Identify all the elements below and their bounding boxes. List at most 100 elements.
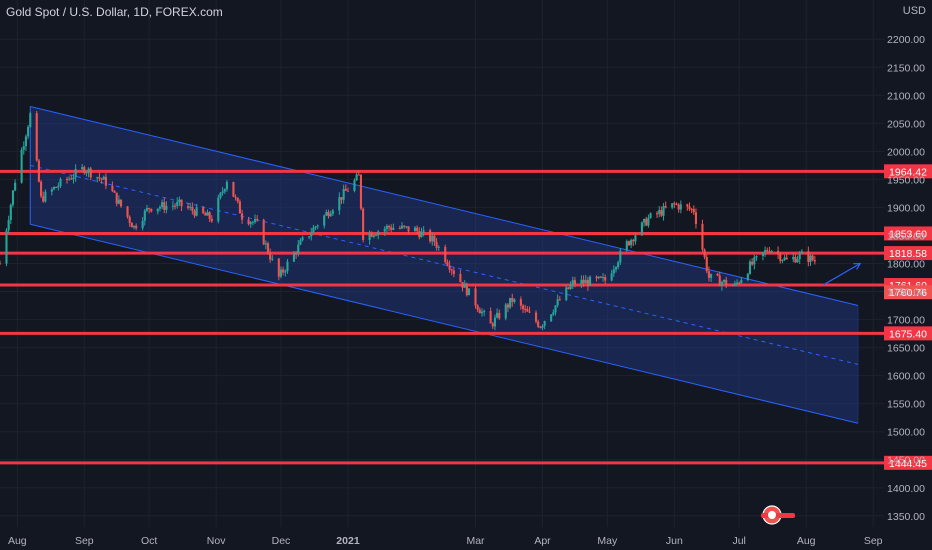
projection-arrow[interactable] — [823, 262, 862, 286]
candle-body — [565, 287, 568, 300]
candle-body — [385, 226, 388, 229]
channel-lower-line[interactable] — [30, 223, 859, 424]
price-badge — [884, 164, 932, 179]
candle-body — [301, 237, 304, 241]
candle-body — [809, 255, 812, 262]
candle-body — [52, 186, 56, 190]
candle-body — [435, 241, 438, 248]
candle-body — [662, 206, 665, 216]
candle-body — [249, 222, 252, 225]
candle-body — [461, 281, 464, 288]
candle-body — [72, 177, 75, 180]
price-badge — [884, 326, 932, 341]
candle-body — [694, 212, 698, 224]
candle-body — [174, 205, 177, 207]
candle-body — [450, 269, 453, 271]
candle-body — [446, 262, 449, 266]
candle-body — [552, 312, 555, 315]
candle-body — [180, 199, 183, 207]
candle-body — [480, 311, 484, 314]
candle-body — [204, 213, 207, 216]
channel-mid-line — [30, 164, 859, 365]
candle-body — [619, 250, 622, 263]
y-tick-label: 1350.00 — [887, 511, 925, 523]
price-axis[interactable]: 2200.00 2150.00 2100.00 2050.00 2000.00 1950.… — [887, 34, 925, 523]
candle-body — [223, 189, 226, 192]
candle-body — [161, 202, 164, 208]
arrow-shaft[interactable] — [823, 262, 861, 286]
candle-body — [701, 223, 704, 250]
candle-body — [11, 190, 15, 205]
candle-body — [225, 181, 229, 190]
candle-body — [688, 206, 691, 209]
candle-body — [489, 311, 492, 324]
candle-body — [346, 190, 350, 192]
candle-body — [640, 222, 643, 236]
y-tick-label: 2100.00 — [887, 90, 925, 102]
candle-body — [392, 227, 395, 230]
candle-body — [422, 230, 425, 232]
candle-body — [783, 257, 786, 260]
candle-body — [658, 210, 661, 214]
candle-body — [660, 210, 663, 216]
candle-body — [755, 255, 758, 258]
candle-body — [338, 197, 341, 211]
candle-body — [807, 251, 810, 262]
candle-body — [83, 167, 86, 173]
candle-body — [57, 185, 60, 188]
candle-body — [677, 204, 680, 210]
price-badge-label: 1853.60 — [889, 228, 927, 240]
candle-body — [617, 262, 620, 268]
candle-body — [748, 261, 752, 274]
candle-body — [777, 250, 780, 255]
y-tick-label: 1450.00 — [887, 455, 925, 467]
price-badge-label: 1964.42 — [889, 166, 927, 178]
candle-body — [725, 279, 728, 286]
candle-body — [601, 277, 605, 279]
candle-body — [308, 236, 311, 238]
candle-body — [735, 282, 739, 284]
candle-body — [284, 271, 287, 273]
y-tick-label: 1650.00 — [887, 343, 925, 355]
candle-body — [55, 186, 58, 188]
candle-body — [253, 219, 257, 222]
candle-body — [664, 206, 667, 208]
candle-body — [413, 227, 417, 232]
candle-body — [70, 178, 73, 180]
candle-body — [493, 317, 497, 327]
candle-body — [398, 227, 401, 229]
candle-body — [541, 325, 544, 328]
candle-body — [96, 177, 99, 179]
candle-body — [796, 259, 799, 263]
candle-body — [738, 282, 741, 284]
candle-body — [400, 225, 404, 229]
candle-body — [210, 218, 213, 222]
candle-body — [117, 199, 120, 204]
candle-body — [344, 188, 347, 191]
candle-body — [478, 309, 481, 314]
candle-body — [720, 282, 723, 286]
candle-body — [269, 253, 272, 260]
candle-body — [238, 201, 241, 214]
candle-body — [420, 231, 423, 238]
candle-body — [202, 207, 205, 214]
y-tick-label: 2000.00 — [887, 146, 925, 158]
candle-body — [22, 146, 25, 150]
candle-body — [132, 225, 136, 228]
candle-body — [130, 222, 133, 228]
horizontal-levels[interactable]: 1964.421853.601818.581761.601675.401444.… — [0, 164, 932, 470]
candle-body — [692, 208, 695, 213]
candle-body — [625, 241, 628, 251]
candle-body — [429, 230, 432, 242]
candle-body — [171, 205, 174, 207]
candle-body — [0, 263, 2, 265]
candle-body — [766, 250, 769, 252]
candle-body — [98, 177, 101, 179]
candle-body — [14, 182, 17, 191]
candle-body — [375, 235, 378, 237]
author-logo-icon — [761, 505, 795, 525]
candle-body — [437, 246, 440, 248]
candle-body — [282, 269, 285, 273]
time-axis[interactable]: Aug Sep Oct Nov Dec 2021 Mar Apr May Jun Jul Aug Sep — [8, 535, 883, 547]
